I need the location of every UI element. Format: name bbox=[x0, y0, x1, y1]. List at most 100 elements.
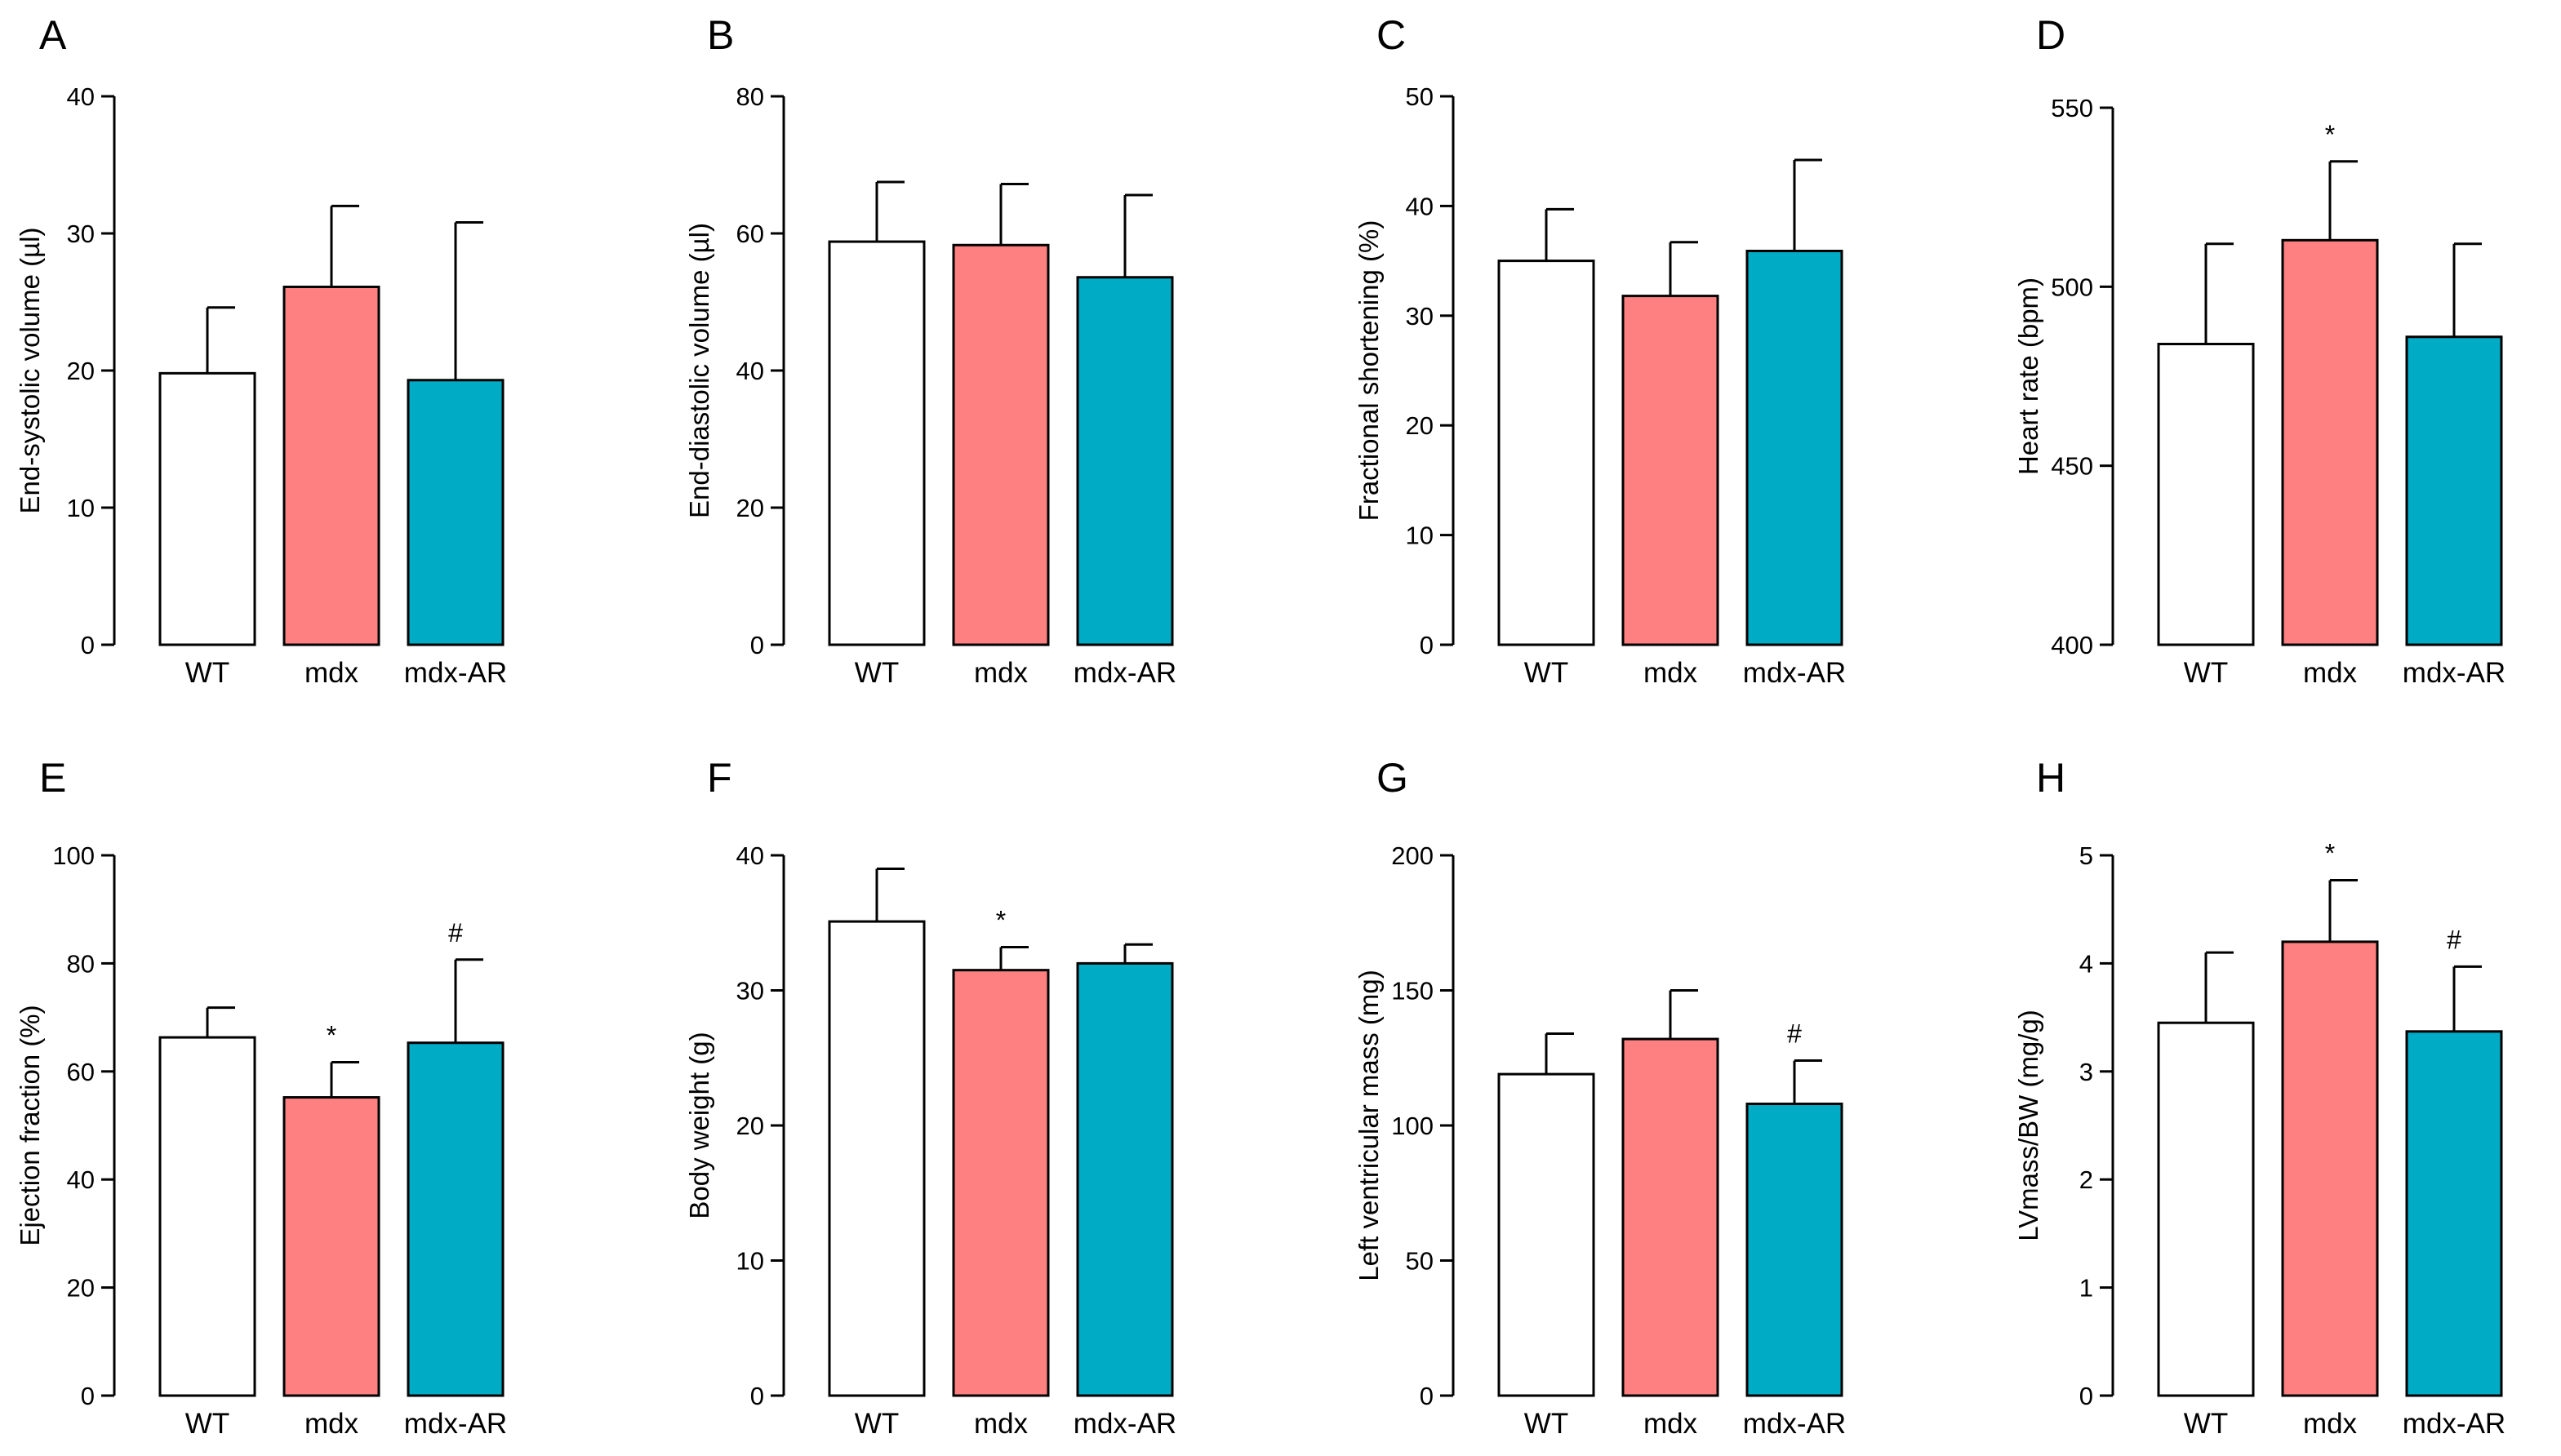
panel-h: H 0 1 2 3 4 5 LVmass/BW (mg/g) WT mdx * mdx-AR # bbox=[2013, 755, 2505, 1440]
y-tick-label: 0 bbox=[81, 631, 95, 659]
category-label: mdx bbox=[2303, 657, 2358, 689]
y-tick-label: 60 bbox=[67, 1058, 95, 1086]
y-tick-label: 10 bbox=[736, 1247, 764, 1276]
y-tick-label: 4 bbox=[2079, 949, 2093, 978]
y-tick-label: 50 bbox=[1406, 82, 1434, 111]
category-label: mdx-AR bbox=[1074, 1408, 1176, 1440]
y-tick-label: 5 bbox=[2079, 841, 2093, 870]
y-tick-label: 30 bbox=[67, 220, 95, 248]
y-tick-label: 0 bbox=[2079, 1382, 2093, 1410]
panel-letter-b: B bbox=[707, 12, 734, 58]
bar-wt bbox=[828, 240, 926, 646]
significance-star: * bbox=[2325, 838, 2335, 868]
bar-wt bbox=[158, 1036, 256, 1397]
panel-g: G 0 50 100 150 200 Left ventricular mass (mg) W… bbox=[1354, 755, 1846, 1440]
significance-star: * bbox=[2325, 120, 2335, 149]
bar-wt bbox=[2157, 343, 2255, 646]
panel-d: D 400 450 500 550 Heart rate (bpm) WT mdx * mdx-A… bbox=[2013, 12, 2505, 689]
y-tick-label: 30 bbox=[1406, 302, 1434, 331]
significance-star: * bbox=[996, 906, 1006, 935]
y-axis-label: Heart rate (bpm) bbox=[2013, 277, 2043, 475]
category-label: mdx-AR bbox=[404, 1408, 507, 1440]
category-label: WT bbox=[1524, 1408, 1568, 1440]
y-tick-label: 200 bbox=[1391, 841, 1434, 870]
y-axis-label: Left ventricular mass (mg) bbox=[1354, 970, 1384, 1281]
y-tick-label: 3 bbox=[2079, 1058, 2093, 1086]
y-tick-label: 0 bbox=[1420, 631, 1434, 659]
y-tick-label: 80 bbox=[736, 82, 764, 111]
category-label: WT bbox=[855, 657, 899, 689]
bar-mdx-ar bbox=[1745, 1103, 1843, 1397]
bar-mdx-ar bbox=[2405, 335, 2503, 646]
category-label: WT bbox=[2184, 657, 2228, 689]
panel-b: B 0 20 40 60 80 End-diastolic volume (µl) WT mdx… bbox=[684, 12, 1176, 689]
y-tick-label: 10 bbox=[1406, 522, 1434, 550]
category-label: mdx bbox=[974, 1408, 1029, 1440]
bar-wt bbox=[2157, 1021, 2255, 1397]
bar-mdx-ar bbox=[1745, 250, 1843, 646]
category-label: mdx bbox=[974, 657, 1029, 689]
panel-letter-g: G bbox=[1376, 755, 1408, 801]
category-label: mdx bbox=[2303, 1408, 2358, 1440]
bar-mdx bbox=[952, 969, 1050, 1397]
significance-star: * bbox=[327, 1021, 336, 1050]
y-tick-label: 40 bbox=[736, 841, 764, 870]
category-label: mdx-AR bbox=[1743, 657, 1846, 689]
bar-mdx-ar bbox=[407, 379, 505, 646]
panel-f: F 0 10 20 30 40 Body weight (g) WT mdx * mdx-AR bbox=[684, 755, 1176, 1440]
panel-a: A 0 10 20 30 40 End-systolic volume (µl) WT mdx m… bbox=[15, 12, 507, 689]
y-tick-label: 450 bbox=[2051, 452, 2093, 481]
y-tick-label: 30 bbox=[736, 977, 764, 1005]
y-tick-label: 550 bbox=[2051, 94, 2093, 122]
significance-hash: # bbox=[448, 918, 463, 948]
significance-hash: # bbox=[2447, 925, 2461, 954]
bar-mdx bbox=[282, 286, 380, 646]
y-tick-label: 100 bbox=[52, 841, 95, 870]
category-label: WT bbox=[1524, 657, 1568, 689]
y-tick-label: 100 bbox=[1391, 1112, 1434, 1140]
significance-hash: # bbox=[1787, 1019, 1802, 1049]
panel-c: C 0 10 20 30 40 50 Fractional shortening (%) WT m… bbox=[1354, 12, 1846, 689]
bar-mdx bbox=[1621, 1037, 1719, 1397]
y-tick-label: 150 bbox=[1391, 977, 1434, 1005]
y-tick-label: 40 bbox=[1406, 192, 1434, 220]
category-label: mdx bbox=[305, 1408, 359, 1440]
bar-wt bbox=[158, 371, 256, 646]
category-label: mdx-AR bbox=[1074, 657, 1176, 689]
y-tick-label: 400 bbox=[2051, 631, 2093, 659]
y-tick-label: 0 bbox=[1420, 1382, 1434, 1410]
category-label: WT bbox=[185, 1408, 229, 1440]
bar-mdx bbox=[2281, 940, 2379, 1397]
category-label: mdx bbox=[1643, 657, 1698, 689]
category-label: mdx-AR bbox=[2403, 657, 2505, 689]
bar-mdx-ar bbox=[407, 1041, 505, 1397]
y-tick-label: 0 bbox=[750, 631, 764, 659]
y-axis-label: End-systolic volume (µl) bbox=[15, 228, 45, 514]
y-tick-label: 500 bbox=[2051, 273, 2093, 301]
y-axis-label: Ejection fraction (%) bbox=[15, 1005, 45, 1245]
y-tick-label: 20 bbox=[1406, 411, 1434, 440]
y-tick-label: 0 bbox=[750, 1382, 764, 1410]
bar-mdx bbox=[282, 1096, 380, 1397]
y-axis-label: Body weight (g) bbox=[684, 1032, 714, 1219]
category-label: mdx-AR bbox=[2403, 1408, 2505, 1440]
y-axis-label: LVmass/BW (mg/g) bbox=[2013, 1010, 2043, 1241]
y-tick-label: 20 bbox=[736, 1112, 764, 1140]
y-tick-label: 40 bbox=[67, 82, 95, 111]
bar-mdx bbox=[1621, 295, 1719, 646]
y-axis-label: End-diastolic volume (µl) bbox=[684, 223, 714, 518]
panel-letter-a: A bbox=[39, 12, 67, 58]
y-tick-label: 20 bbox=[67, 357, 95, 385]
panel-letter-h: H bbox=[2036, 755, 2065, 801]
y-tick-label: 20 bbox=[67, 1274, 95, 1303]
bar-mdx-ar bbox=[1076, 276, 1174, 646]
y-axis-label: Fractional shortening (%) bbox=[1354, 220, 1384, 522]
y-tick-label: 40 bbox=[67, 1165, 95, 1194]
y-tick-label: 0 bbox=[81, 1382, 95, 1410]
bar-wt bbox=[1497, 260, 1595, 646]
category-label: mdx bbox=[305, 657, 359, 689]
y-tick-label: 60 bbox=[736, 220, 764, 248]
bar-wt bbox=[1497, 1072, 1595, 1397]
y-tick-label: 80 bbox=[67, 949, 95, 978]
category-label: WT bbox=[2184, 1408, 2228, 1440]
